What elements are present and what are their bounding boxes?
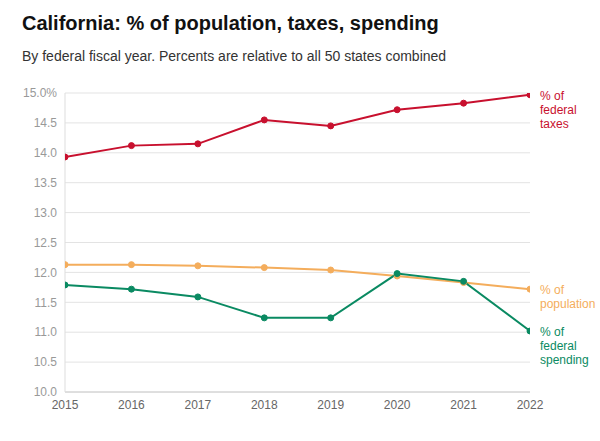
svg-text:15.0%: 15.0% xyxy=(23,86,57,100)
svg-text:12.0: 12.0 xyxy=(34,266,58,280)
svg-text:11.5: 11.5 xyxy=(35,296,58,310)
svg-text:10.0: 10.0 xyxy=(34,385,58,399)
svg-text:% ofpopulation: % ofpopulation xyxy=(540,283,592,311)
svg-text:% offederaltaxes: % offederaltaxes xyxy=(540,89,577,131)
svg-text:11.0: 11.0 xyxy=(35,325,58,339)
svg-text:12.5: 12.5 xyxy=(34,236,58,250)
svg-text:2020: 2020 xyxy=(384,398,411,412)
svg-text:2017: 2017 xyxy=(185,398,212,412)
svg-text:% offederalspending: % offederalspending xyxy=(540,325,589,367)
html-text:By federal fiscal year. Percen: By federal fiscal year. Percents are rel… xyxy=(22,48,447,64)
svg-text:13.0: 13.0 xyxy=(34,206,58,220)
svg-text:14.5: 14.5 xyxy=(34,116,58,130)
svg-text:2016: 2016 xyxy=(118,398,145,412)
svg-text:2018: 2018 xyxy=(251,398,278,412)
svg-text:2019: 2019 xyxy=(317,398,344,412)
svg-text:13.5: 13.5 xyxy=(34,176,58,190)
svg-text:14.0: 14.0 xyxy=(34,146,58,160)
svg-text:2021: 2021 xyxy=(450,398,477,412)
svg-text:10.5: 10.5 xyxy=(34,355,58,369)
svg-text:2015: 2015 xyxy=(52,398,79,412)
html-text:California: % of population, t: California: % of population, taxes, spen… xyxy=(22,12,439,34)
svg-text:2022: 2022 xyxy=(517,398,544,412)
